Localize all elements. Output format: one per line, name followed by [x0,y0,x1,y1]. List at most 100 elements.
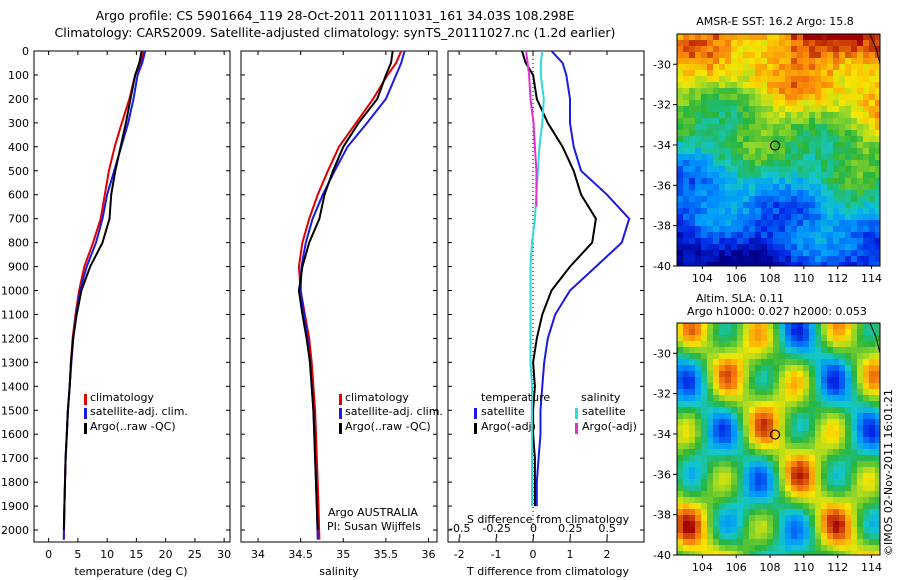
sla-map-cell [725,425,732,432]
sla-map-cell [809,329,816,336]
sla-map-cell [803,359,810,366]
sst-map-cell [809,202,816,209]
sst-map-cell [755,76,762,83]
diff-legend-bar-s-argo [575,423,578,434]
sst-map-cell [725,160,732,167]
sst-map-cell [857,94,864,101]
sst-map-cell [683,220,690,227]
sst-map-cell [785,112,792,119]
sla-map-cell [743,551,750,555]
sst-map-cell [821,106,828,113]
sst-map-cell [677,148,684,155]
sla-map-cell [713,329,720,336]
sst-map-cell [869,262,876,266]
sst-map-cell [821,208,828,215]
sst-xtick-label: 104 [692,272,713,285]
sst-map-cell [869,142,876,149]
sla-map-cell [815,449,822,456]
sla-map-cell [749,365,756,372]
sla-map-cell [875,329,880,336]
sla-map-cell [689,401,696,408]
sst-map-cell [725,34,732,41]
sst-map-cell [713,172,720,179]
sst-map-cell [695,148,702,155]
sla-map-cell [689,371,696,378]
sst-map-cell [767,46,774,53]
sst-map-cell [677,190,684,197]
sla-map-cell [731,425,738,432]
sla-map-cell [725,389,732,396]
sla-map-cell [857,377,864,384]
sst-map-cell [695,112,702,119]
sst-map-cell [767,238,774,245]
sla-map-cell [803,419,810,426]
sal-xtick-label: 36 [421,548,435,561]
sla-map-cell [821,329,828,336]
diff-top-label: S difference from climatology [467,513,630,526]
sla-map-cell [707,329,714,336]
sla-map-cell [737,419,744,426]
sst-map-cell [869,124,876,131]
sst-map-cell [833,40,840,47]
sst-map-cell [827,34,834,41]
sst-map-cell [797,52,804,59]
sla-map-cell [725,335,732,342]
sla-map-cell [779,539,786,546]
sst-map-cell [827,232,834,239]
sla-map-cell [833,551,840,555]
sst-map-cell [725,220,732,227]
sst-map-cell [683,142,690,149]
sst-map-cell [875,208,880,215]
sst-map-cell [743,94,750,101]
sla-map-cell [695,431,702,438]
sst-map-cell [677,160,684,167]
sst-map-cell [755,64,762,71]
sla-map-cell [761,341,768,348]
sla-map-cell [677,449,684,456]
sst-map-cell [713,196,720,203]
sst-map-cell [797,82,804,89]
sst-map-cell [719,112,726,119]
sst-map-cell [845,172,852,179]
sst-map-cell [743,82,750,89]
sst-map-cell [821,238,828,245]
sst-map-cell [839,238,846,245]
sla-map-cell [773,401,780,408]
sst-map-cell [743,52,750,59]
sla-map-cell [869,407,876,414]
sla-map-cell [743,497,750,504]
sla-map-cell [761,329,768,336]
sla-map-cell [725,413,732,420]
sla-map-cell [779,401,786,408]
sst-map-cell [725,226,732,233]
sst-map-cell [683,82,690,89]
sst-map-cell [749,124,756,131]
sla-map-cell [839,341,846,348]
sst-map-cell [773,262,780,266]
sla-map-cell [677,371,684,378]
sst-map-cell [773,250,780,257]
sla-map-cell [821,389,828,396]
sst-map-cell [701,250,708,257]
sst-map-cell [821,40,828,47]
sst-map-cell [785,130,792,137]
sst-map-cell [707,184,714,191]
sst-map-cell [707,202,714,209]
sla-map-cell [677,497,684,504]
sla-map-cell [821,533,828,540]
sst-map-cell [725,214,732,221]
sla-map-cell [845,395,852,402]
sst-map-cell [737,178,744,185]
sla-map-cell [863,485,870,492]
sst-map-cell [803,250,810,257]
sla-map-cell [863,347,870,354]
sst-map-cell [797,226,804,233]
sst-map-cell [743,172,750,179]
sst-map-cell [731,166,738,173]
sla-map-cell [851,341,858,348]
sla-map-cell [839,371,846,378]
sla-map-cell [755,371,762,378]
sla-map-cell [809,449,816,456]
sst-map-cell [869,178,876,185]
sla-map-cell [719,383,726,390]
